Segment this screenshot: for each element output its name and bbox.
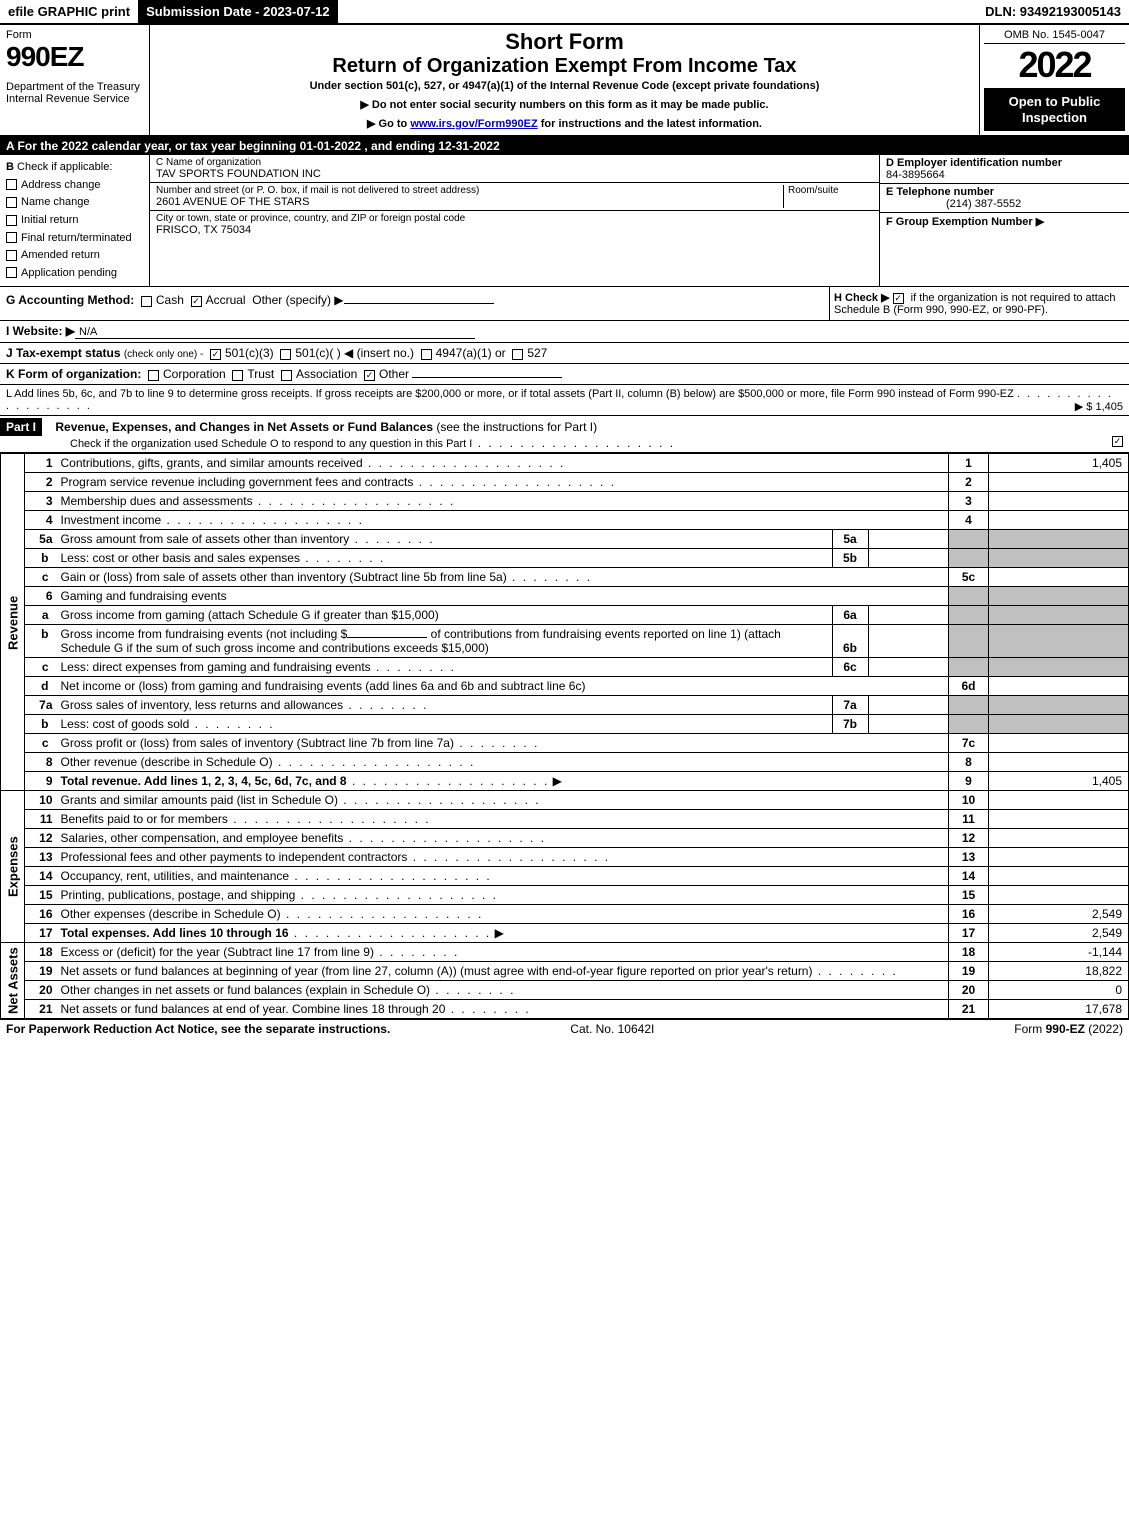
dept-label: Department of the Treasury — [6, 81, 143, 93]
cat-no: Cat. No. 10642I — [570, 1022, 654, 1036]
chk-501c[interactable] — [280, 349, 291, 360]
chk-address-change[interactable] — [6, 179, 17, 190]
room-label: Room/suite — [788, 185, 873, 196]
line-19-value: 18,822 — [989, 962, 1129, 981]
submission-date: Submission Date - 2023-07-12 — [138, 0, 338, 23]
line-1-value: 1,405 — [989, 454, 1129, 473]
chk-501c3[interactable] — [210, 349, 221, 360]
chk-cash[interactable] — [141, 296, 152, 307]
part-1-label: Part I — [0, 418, 42, 436]
omb-number: OMB No. 1545-0047 — [984, 29, 1125, 44]
header-right: OMB No. 1545-0047 2022 Open to Public In… — [979, 25, 1129, 135]
line-18-value: -1,144 — [989, 943, 1129, 962]
chk-application-pending[interactable] — [6, 267, 17, 278]
chk-accrual[interactable] — [191, 296, 202, 307]
group-exemption-label: F Group Exemption Number ▶ — [886, 216, 1044, 228]
expenses-side-label: Expenses — [1, 791, 25, 943]
phone-label: E Telephone number — [886, 186, 994, 198]
irs-link[interactable]: www.irs.gov/Form990EZ — [410, 118, 537, 130]
chk-amended-return[interactable] — [6, 250, 17, 261]
row-j: J Tax-exempt status (check only one) - 5… — [0, 343, 1129, 364]
phone-value: (214) 387-5552 — [886, 198, 1021, 210]
ein-label: D Employer identification number — [886, 157, 1062, 169]
chk-final-return[interactable] — [6, 232, 17, 243]
gross-receipts: ▶ $ 1,405 — [1075, 400, 1123, 413]
netassets-side-label: Net Assets — [1, 943, 25, 1019]
city-label: City or town, state or province, country… — [156, 213, 873, 224]
row-i: I Website: ▶N/A — [0, 321, 1129, 343]
arrow-line-2: ▶ Go to www.irs.gov/Form990EZ for instru… — [154, 117, 975, 130]
header-center: Short Form Return of Organization Exempt… — [150, 25, 979, 135]
website-value: N/A — [75, 326, 475, 339]
row-g: G Accounting Method: Cash Accrual Other … — [0, 287, 829, 320]
part-1-header: Part I Revenue, Expenses, and Changes in… — [0, 416, 1129, 453]
chk-other-org[interactable] — [364, 370, 375, 381]
irs-label: Internal Revenue Service — [6, 93, 143, 105]
inspection-box: Open to Public Inspection — [984, 88, 1125, 131]
title-short-form: Short Form — [154, 29, 975, 55]
street-address: 2601 AVENUE OF THE STARS — [156, 196, 783, 208]
ein-value: 84-3895664 — [886, 169, 945, 181]
subtitle: Under section 501(c), 527, or 4947(a)(1)… — [154, 80, 975, 92]
line-17-value: 2,549 — [989, 924, 1129, 943]
row-k: K Form of organization: Corporation Trus… — [0, 364, 1129, 385]
section-bcdef: B Check if applicable: Address change Na… — [0, 155, 1129, 287]
efile-label[interactable]: efile GRAPHIC print — [0, 0, 138, 23]
chk-527[interactable] — [512, 349, 523, 360]
org-name: TAV SPORTS FOUNDATION INC — [156, 168, 873, 180]
revenue-side-label: Revenue — [1, 454, 25, 791]
col-b: B Check if applicable: Address change Na… — [0, 155, 150, 286]
chk-trust[interactable] — [232, 370, 243, 381]
chk-name-change[interactable] — [6, 197, 17, 208]
row-gh: G Accounting Method: Cash Accrual Other … — [0, 287, 1129, 321]
street-label: Number and street (or P. O. box, if mail… — [156, 185, 783, 196]
chk-association[interactable] — [281, 370, 292, 381]
dln-label: DLN: 93492193005143 — [977, 0, 1129, 23]
line-20-value: 0 — [989, 981, 1129, 1000]
row-a-calendar-year: A For the 2022 calendar year, or tax yea… — [0, 137, 1129, 155]
chk-schedule-b[interactable] — [893, 293, 904, 304]
title-return: Return of Organization Exempt From Incom… — [154, 55, 975, 78]
header-left: Form 990EZ Department of the Treasury In… — [0, 25, 150, 135]
form-word: Form — [6, 29, 143, 41]
chk-4947[interactable] — [421, 349, 432, 360]
part-1-table: Revenue 1Contributions, gifts, grants, a… — [0, 453, 1129, 1019]
col-c: C Name of organization TAV SPORTS FOUNDA… — [150, 155, 879, 286]
org-name-label: C Name of organization — [156, 157, 873, 168]
arrow-line-1: ▶ Do not enter social security numbers o… — [154, 98, 975, 111]
col-def: D Employer identification number 84-3895… — [879, 155, 1129, 286]
line-21-value: 17,678 — [989, 1000, 1129, 1019]
chk-initial-return[interactable] — [6, 215, 17, 226]
footer-row: For Paperwork Reduction Act Notice, see … — [0, 1019, 1129, 1038]
chk-schedule-o[interactable] — [1112, 436, 1123, 447]
line-9-value: 1,405 — [989, 772, 1129, 791]
paperwork-notice: For Paperwork Reduction Act Notice, see … — [6, 1022, 390, 1036]
chk-corporation[interactable] — [148, 370, 159, 381]
form-footer-label: Form 990-EZ (2022) — [1014, 1022, 1123, 1036]
form-number: 990EZ — [6, 41, 143, 73]
city-state-zip: FRISCO, TX 75034 — [156, 224, 873, 236]
tax-year: 2022 — [984, 44, 1125, 86]
top-bar: efile GRAPHIC print Submission Date - 20… — [0, 0, 1129, 25]
row-l: L Add lines 5b, 6c, and 7b to line 9 to … — [0, 385, 1129, 416]
line-16-value: 2,549 — [989, 905, 1129, 924]
row-h: H Check ▶ if the organization is not req… — [829, 287, 1129, 320]
form-header: Form 990EZ Department of the Treasury In… — [0, 25, 1129, 137]
